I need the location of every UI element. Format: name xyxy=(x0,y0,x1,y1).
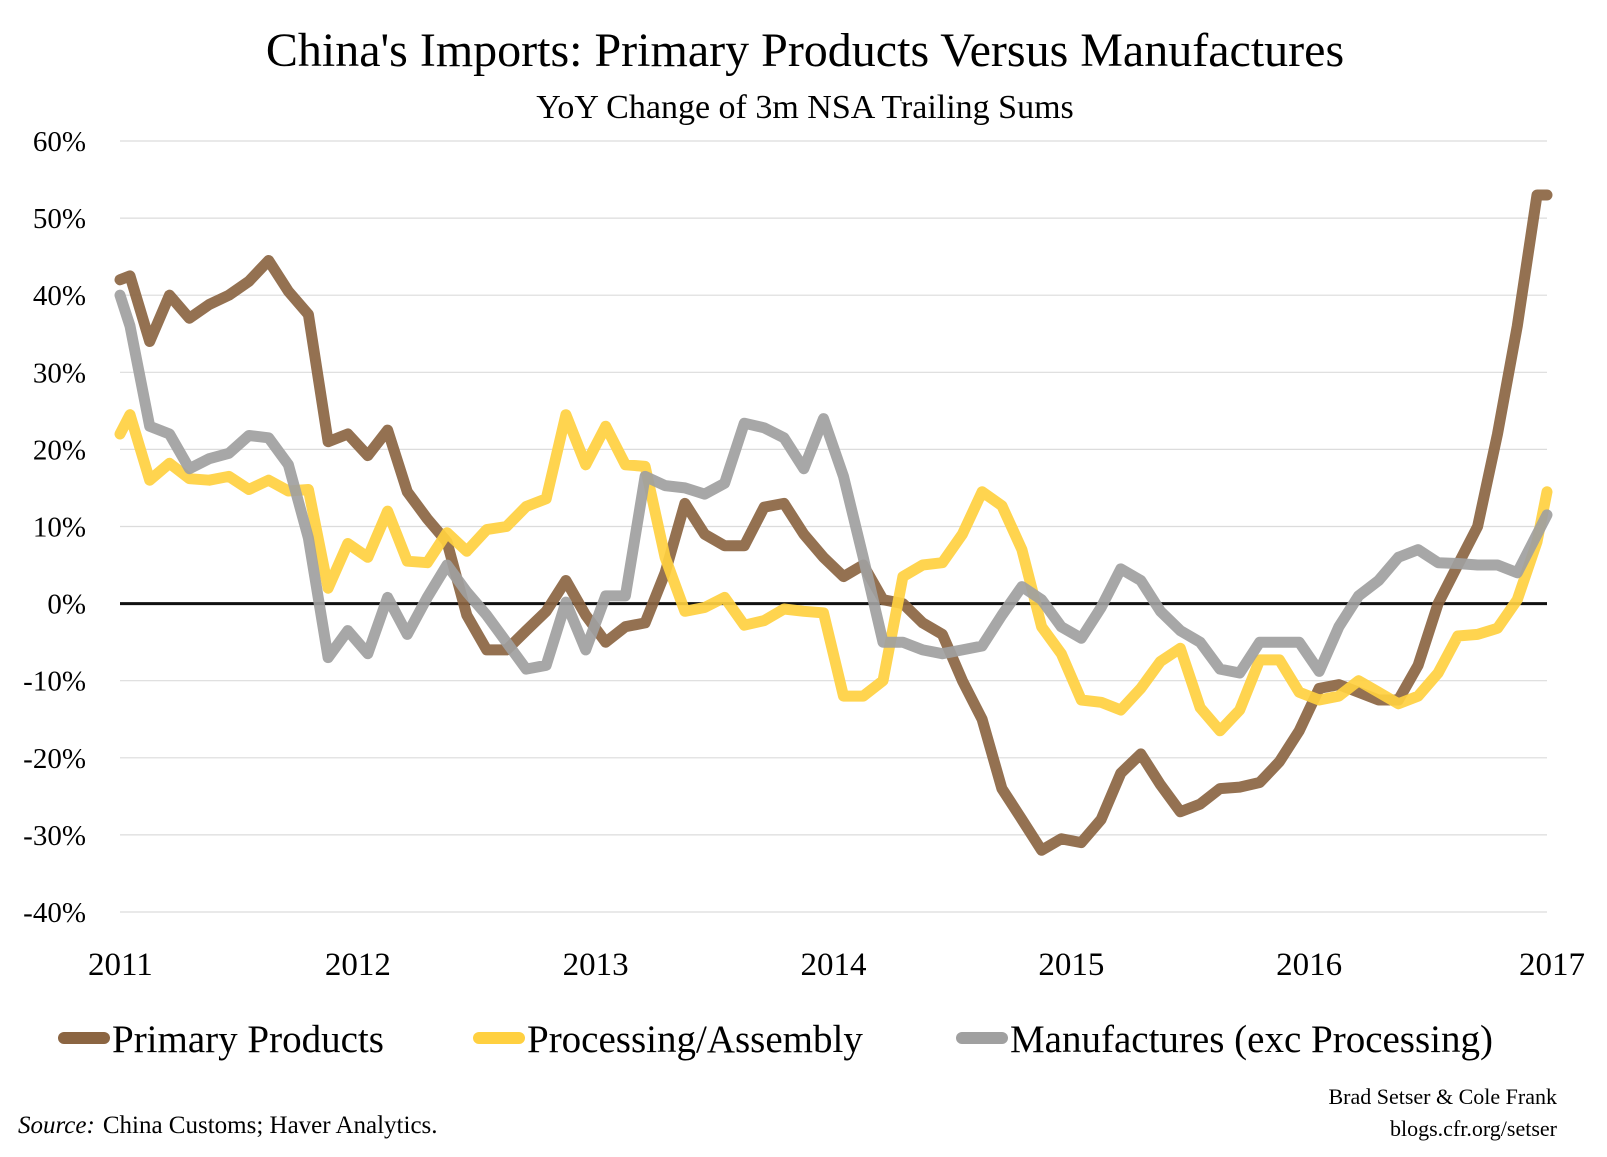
source-note: Source: China Customs; Haver Analytics. xyxy=(18,1112,438,1139)
series-lines xyxy=(114,189,1553,856)
x-tick-label: 2014 xyxy=(801,947,867,983)
legend-item-manufactures: Manufactures (exc Processing) xyxy=(956,1018,1493,1061)
source-prefix: Source: xyxy=(18,1112,95,1139)
x-tick-label: 2012 xyxy=(325,947,391,983)
x-tick-label: 2015 xyxy=(1038,947,1104,983)
chart-subtitle: YoY Change of 3m NSA Trailing Sums xyxy=(536,89,1074,126)
x-tick-label: 2017 xyxy=(1519,947,1585,983)
legend: Primary Products Processing/Assembly Man… xyxy=(58,1018,1493,1061)
credit-url: blogs.cfr.org/setser xyxy=(1390,1116,1558,1141)
series-line-manufactures-exc-processing xyxy=(114,289,1553,679)
y-tick-label: 20% xyxy=(33,434,86,466)
y-tick-label: 40% xyxy=(33,280,86,312)
x-tick-label: 2016 xyxy=(1276,947,1342,983)
y-tick-label: 60% xyxy=(33,126,86,158)
x-axis-ticks: 2011 2012 2013 2014 2015 2016 2017 xyxy=(88,947,1585,983)
y-tick-label: -20% xyxy=(23,743,86,775)
x-tick-label: 2011 xyxy=(88,947,153,983)
series-line-primary-products xyxy=(114,189,1553,856)
legend-label-processing-assembly: Processing/Assembly xyxy=(527,1018,863,1061)
y-tick-label: -40% xyxy=(23,897,86,929)
x-tick-label: 2013 xyxy=(563,947,629,983)
y-tick-label: 30% xyxy=(33,357,86,389)
legend-item-processing-assembly: Processing/Assembly xyxy=(473,1018,863,1061)
gridlines xyxy=(120,140,1547,913)
legend-item-primary-products: Primary Products xyxy=(58,1018,384,1061)
y-axis-ticks: 60% 50% 40% 30% 20% 10% 0% -10% -20% -30% -40% xyxy=(23,126,86,929)
y-tick-label: -10% xyxy=(23,666,86,698)
chart-title: China's Imports: Primary Products Versus… xyxy=(266,24,1344,77)
legend-label-primary-products: Primary Products xyxy=(112,1018,384,1061)
y-tick-label: -30% xyxy=(23,820,86,852)
credit-authors: Brad Setser & Cole Frank xyxy=(1328,1084,1557,1109)
legend-label-manufactures: Manufactures (exc Processing) xyxy=(1010,1018,1493,1061)
y-tick-label: 0% xyxy=(47,589,86,621)
series-line-processing-assembly xyxy=(114,409,1553,737)
y-tick-label: 10% xyxy=(33,512,86,544)
y-tick-label: 50% xyxy=(33,203,86,235)
source-text: China Customs; Haver Analytics. xyxy=(103,1112,438,1139)
